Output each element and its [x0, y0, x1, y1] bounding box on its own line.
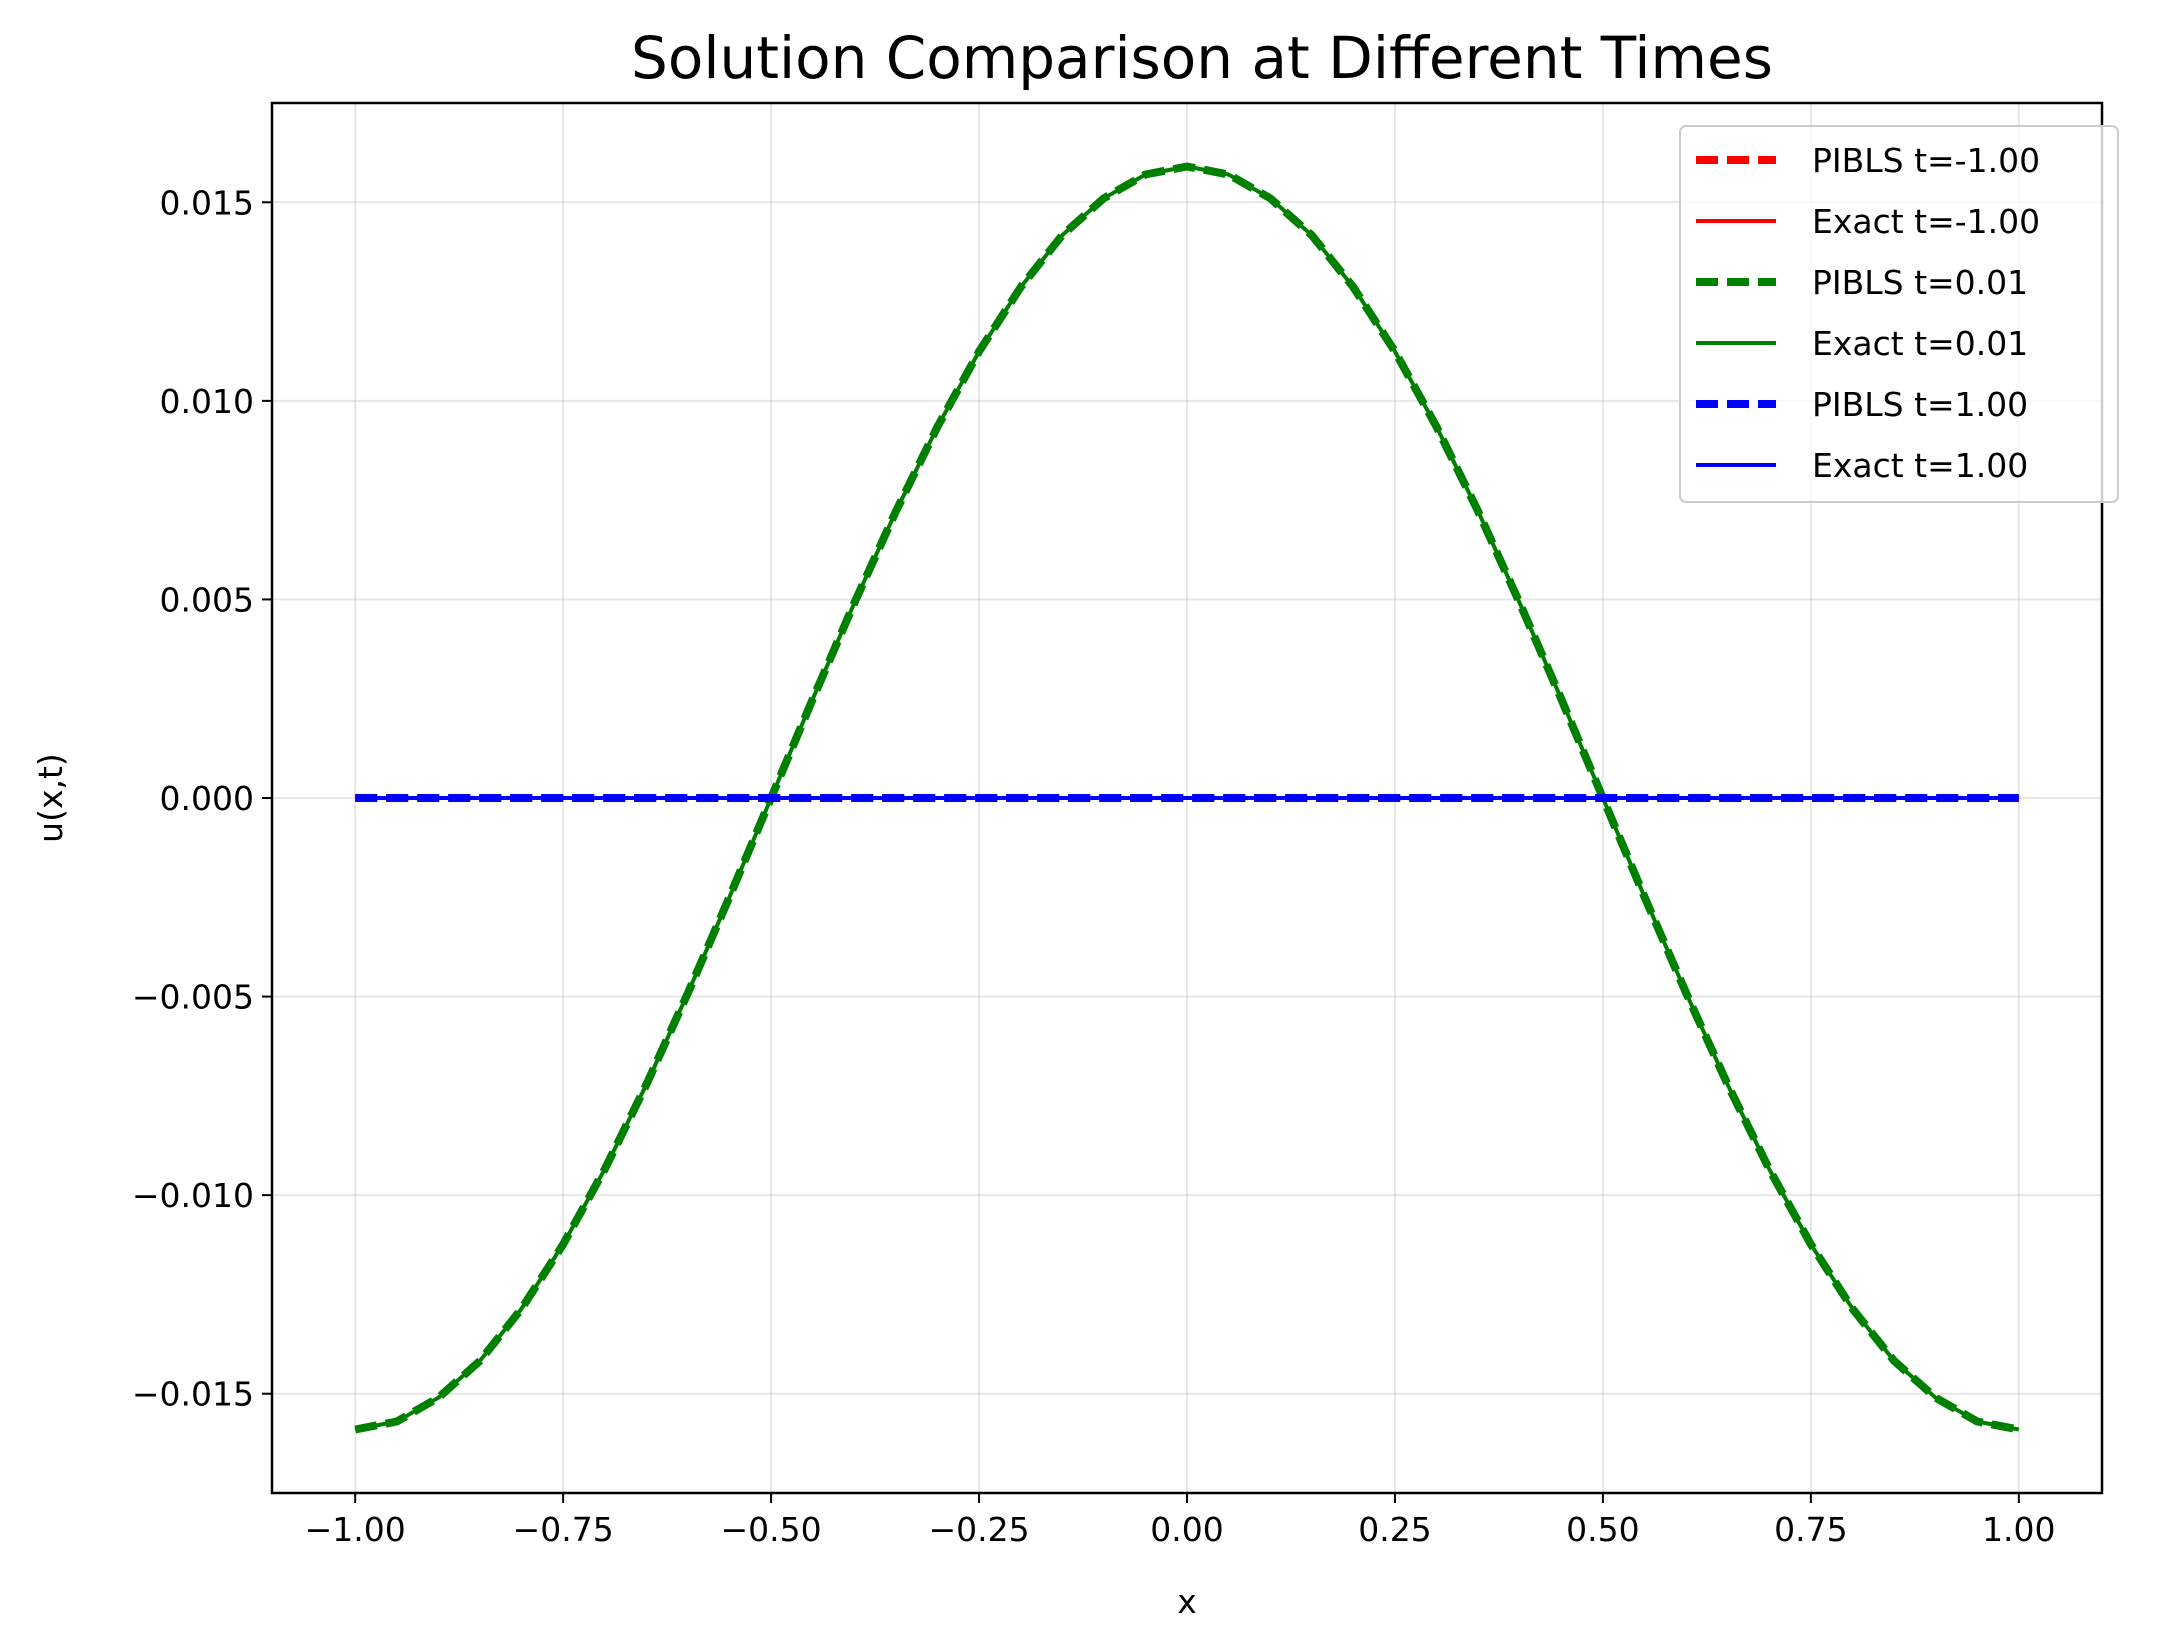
- axis-ticks: −1.00 −0.75 −0.50 −0.25 0.00 0.25 0.50 0.75 1.00…: [132, 183, 2056, 1549]
- x-tick-label: −0.50: [721, 1510, 822, 1549]
- y-tick-label: 0.015: [160, 183, 254, 222]
- x-tick-label: 0.25: [1358, 1510, 1431, 1549]
- legend-label: PIBLS t=0.01: [1812, 263, 2028, 302]
- x-tick-label: −1.00: [305, 1510, 406, 1549]
- y-tick-label: −0.015: [132, 1375, 254, 1414]
- legend-label: Exact t=0.01: [1812, 324, 2028, 363]
- legend-label: PIBLS t=-1.00: [1812, 141, 2040, 180]
- y-tick-label: −0.010: [132, 1176, 254, 1215]
- x-tick-label: 0.00: [1150, 1510, 1223, 1549]
- x-tick-label: −0.25: [928, 1510, 1029, 1549]
- x-tick-label: 1.00: [1982, 1510, 2055, 1549]
- y-tick-label: 0.000: [160, 779, 254, 818]
- x-tick-label: −0.75: [513, 1510, 614, 1549]
- x-axis-label: x: [1177, 1582, 1197, 1621]
- y-tick-label: 0.005: [160, 580, 254, 619]
- chart-title: Solution Comparison at Different Times: [631, 24, 1773, 92]
- y-axis-label: u(x,t): [31, 753, 70, 843]
- legend: PIBLS t=-1.00 Exact t=-1.00 PIBLS t=0.01 Ex…: [1679, 125, 2119, 503]
- legend-label: Exact t=1.00: [1812, 446, 2028, 485]
- y-tick-label: 0.010: [160, 382, 254, 421]
- legend-label: PIBLS t=1.00: [1812, 385, 2028, 424]
- y-tick-label: −0.005: [132, 978, 254, 1017]
- legend-box: [1679, 125, 2119, 503]
- legend-label: Exact t=-1.00: [1812, 202, 2040, 241]
- series-line-exact-t-0-01: [354, 164, 2020, 1432]
- x-tick-label: 0.50: [1566, 1510, 1639, 1549]
- plot-series: [354, 162, 2020, 1434]
- x-tick-label: 0.75: [1774, 1510, 1847, 1549]
